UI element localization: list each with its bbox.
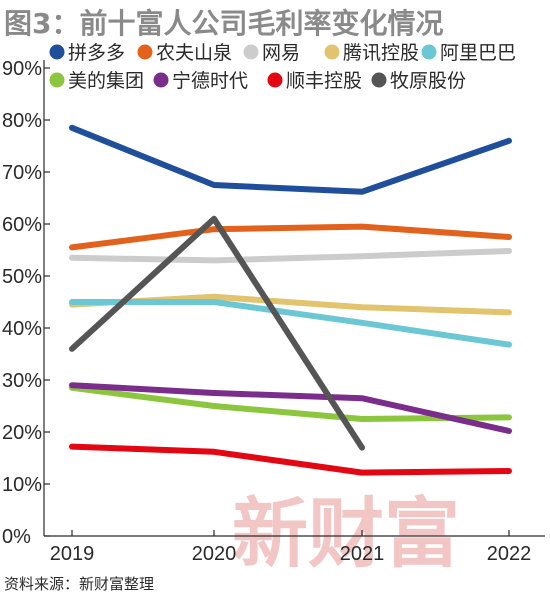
legend-label: 美的集团 xyxy=(68,70,144,92)
y-tick-label: 60% xyxy=(2,214,42,236)
y-tick-label: 90% xyxy=(2,58,42,80)
legend-label: 牧原股份 xyxy=(390,70,466,92)
legend-marker xyxy=(324,44,340,60)
legend-marker xyxy=(137,44,153,60)
y-tick-label: 10% xyxy=(2,474,42,496)
series-line-8 xyxy=(69,215,365,451)
y-tick-label: 70% xyxy=(2,162,42,184)
series-line-1 xyxy=(69,223,512,251)
legend-label: 农夫山泉 xyxy=(156,42,232,64)
y-tick-label: 40% xyxy=(2,318,42,340)
legend-marker xyxy=(153,72,169,88)
y-tick-label: 50% xyxy=(2,266,42,288)
legend-marker xyxy=(267,72,283,88)
series-line-4 xyxy=(69,299,512,348)
y-tick-label: 30% xyxy=(2,370,42,392)
legend-marker xyxy=(49,44,65,60)
chart-title: 图3：前十富人公司毛利率变化情况 xyxy=(4,7,443,40)
source-note: 资料来源：新财富整理 xyxy=(4,575,154,593)
legend-label: 腾讯控股 xyxy=(343,42,419,64)
legend-label: 宁德时代 xyxy=(172,70,248,92)
y-axis: 0% 10% 20% 30% 40% 50% 60% 70% 80% 90% xyxy=(2,58,50,548)
legend-marker xyxy=(243,44,259,60)
x-axis: 2019 2020 2021 2022 xyxy=(44,530,545,565)
series-line-6 xyxy=(69,382,512,434)
legend-label: 阿里巴巴 xyxy=(440,42,516,64)
y-tick-label: 20% xyxy=(2,422,42,444)
series-line-5 xyxy=(69,384,512,422)
legend-marker xyxy=(49,72,65,88)
x-tick-label: 2021 xyxy=(340,543,385,565)
x-tick-label: 2022 xyxy=(487,543,532,565)
x-tick-label: 2020 xyxy=(192,543,237,565)
legend-label: 顺丰控股 xyxy=(286,70,362,92)
y-tick-label: 80% xyxy=(2,110,42,132)
watermark-text: 新财富 xyxy=(232,489,460,578)
legend-label: 拼多多 xyxy=(68,42,125,64)
legend-label: 网易 xyxy=(262,42,300,64)
y-tick-label: 0% xyxy=(2,526,31,548)
series-line-2 xyxy=(69,248,512,264)
legend-marker xyxy=(371,72,387,88)
x-tick-label: 2019 xyxy=(50,543,95,565)
series-line-7 xyxy=(69,443,512,476)
legend-marker xyxy=(421,44,437,60)
series-lines xyxy=(69,124,512,476)
series-line-0 xyxy=(69,124,512,195)
